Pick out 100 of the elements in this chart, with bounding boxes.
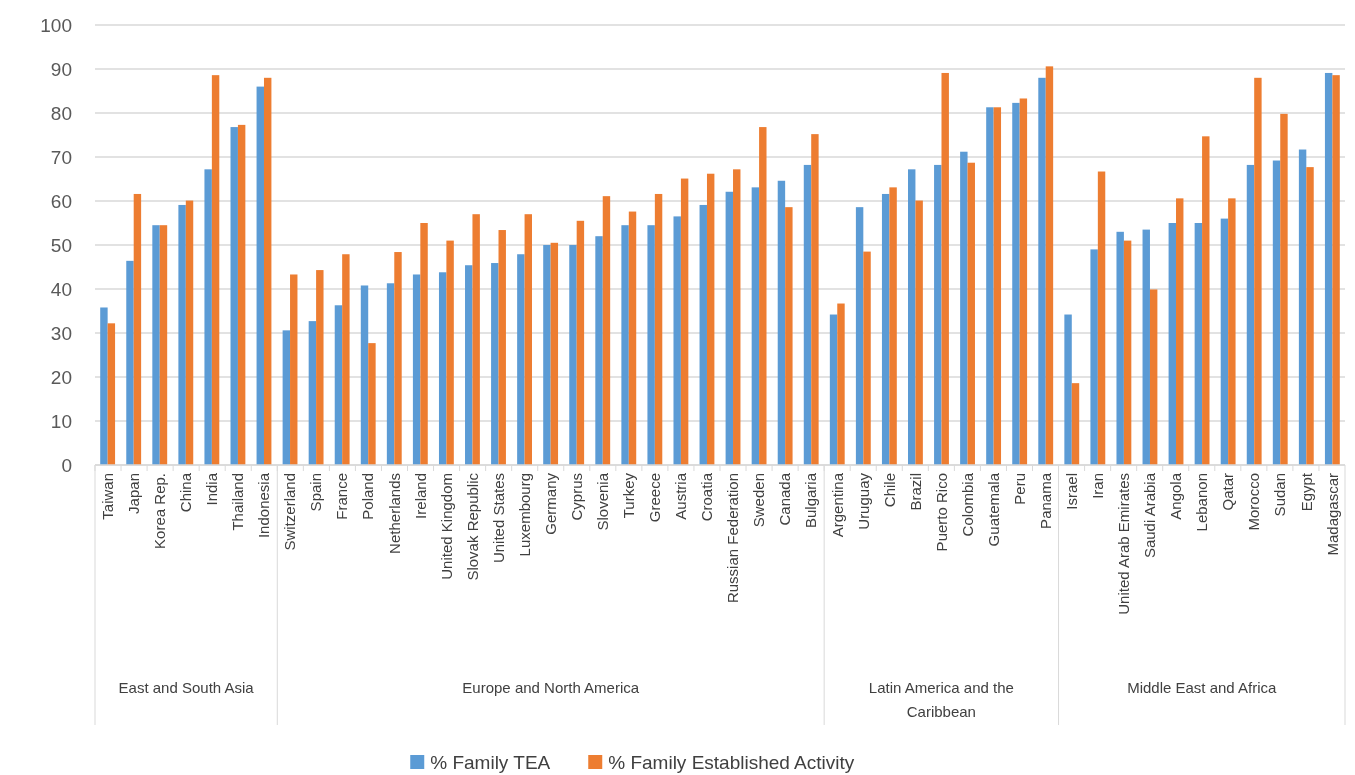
bar: [394, 252, 402, 465]
bar: [595, 236, 603, 465]
x-tick-label: Cyprus: [567, 473, 585, 521]
x-tick-label: Argentina: [828, 472, 846, 538]
x-tick-label: Slovak Republic: [463, 472, 481, 581]
bar: [1038, 77, 1046, 465]
bar: [777, 180, 786, 465]
y-tick-label: 90: [50, 58, 72, 80]
bar: [759, 127, 767, 465]
bar: [1332, 75, 1340, 465]
bar: [908, 169, 916, 465]
x-tick-label: Saudi Arabia: [1141, 472, 1159, 559]
x-tick-label: Bulgaria: [802, 472, 820, 529]
x-tick-label: Angola: [1167, 472, 1185, 520]
bar: [803, 164, 812, 465]
x-tick-label: Chile: [880, 473, 898, 508]
bar: [1168, 223, 1177, 465]
x-tick-label: Madagascar: [1323, 473, 1341, 556]
bar: [967, 162, 975, 465]
bar: [621, 225, 629, 465]
x-tick-label: Colombia: [958, 472, 976, 537]
bar: [1045, 66, 1054, 465]
bar: [647, 225, 655, 465]
bar: [706, 173, 715, 465]
x-tick-label: Uruguay: [854, 472, 872, 530]
bar: [438, 272, 447, 465]
bar: [1142, 229, 1150, 465]
bar: [1097, 171, 1106, 465]
text: Latin America and the Caribbean: [868, 679, 1014, 720]
bar: [889, 187, 897, 465]
bar: [829, 314, 838, 465]
x-tick-label: France: [333, 473, 351, 520]
bar: [342, 254, 350, 465]
legend-label: % Family TEA: [430, 751, 551, 773]
bar: [100, 307, 108, 465]
bar: [1176, 198, 1184, 465]
y-tick-label: 0: [61, 454, 72, 476]
text: Europe and North America: [462, 679, 640, 696]
bar: [152, 225, 160, 465]
bar: [915, 200, 923, 465]
x-tick-label: Turkey: [620, 472, 638, 519]
bar: [569, 245, 577, 465]
bar: [837, 303, 845, 465]
bar: [1019, 98, 1028, 465]
bar: [1272, 160, 1281, 465]
bar: [1090, 249, 1098, 465]
x-tick-label: Netherlands: [385, 473, 403, 554]
x-tick-label: Switzerland: [281, 473, 299, 551]
x-tick-label: Guatemala: [984, 472, 1002, 547]
x-tick-label: Germany: [541, 472, 559, 535]
x-tick-label: Korea Rep.: [151, 473, 168, 549]
bar: [1220, 218, 1229, 465]
x-tick-label: Croatia: [698, 472, 716, 522]
bar: [133, 193, 142, 465]
x-tick-label: Taiwan: [98, 473, 116, 520]
x-tick-label: China: [177, 472, 195, 513]
x-tick-label: Ireland: [411, 473, 429, 519]
bar: [1071, 383, 1080, 465]
x-tick-label: Morocco: [1245, 473, 1263, 531]
text: East and South Asia: [118, 679, 255, 696]
x-tick-label: Sweden: [750, 473, 768, 528]
bar: [673, 216, 681, 465]
x-tick-label: Lebanon: [1193, 473, 1211, 532]
bar: [576, 220, 585, 465]
bar: [126, 260, 134, 465]
bar: [498, 230, 506, 465]
bar: [263, 77, 272, 465]
bar: [1254, 77, 1262, 465]
bar: [256, 86, 264, 465]
bar: [1280, 113, 1288, 465]
x-tick-label: Panama: [1036, 472, 1054, 529]
x-tick-label: Qatar: [1219, 473, 1237, 511]
bar: [1116, 231, 1124, 465]
x-tick-label: Sudan: [1271, 473, 1289, 517]
bar: [855, 207, 864, 465]
x-tick-label: Slovenia: [593, 472, 611, 531]
bar: [524, 214, 532, 465]
bar: [185, 200, 194, 465]
text: Middle East and Africa: [1127, 679, 1278, 696]
bar: [420, 223, 428, 465]
x-tick-label: United States: [489, 473, 507, 564]
bar: [204, 169, 212, 465]
bar: [733, 169, 741, 465]
bar: [628, 211, 637, 465]
bar: [360, 285, 369, 465]
x-tick-label: Indonesia: [255, 472, 273, 539]
y-tick-label: 80: [50, 102, 72, 124]
x-tick-label: Thailand: [229, 473, 247, 531]
bar: [699, 204, 707, 465]
bar: [934, 164, 942, 465]
bar: [282, 330, 291, 465]
bar: [881, 193, 890, 465]
bar: [543, 245, 551, 465]
x-tick-label: Japan: [124, 473, 142, 514]
bar: [1064, 314, 1072, 465]
bar: [550, 242, 559, 465]
x-tick-label: Canada: [776, 472, 794, 526]
bar: [680, 178, 689, 465]
y-tick-label: 70: [50, 146, 72, 168]
bar: [1194, 223, 1203, 465]
